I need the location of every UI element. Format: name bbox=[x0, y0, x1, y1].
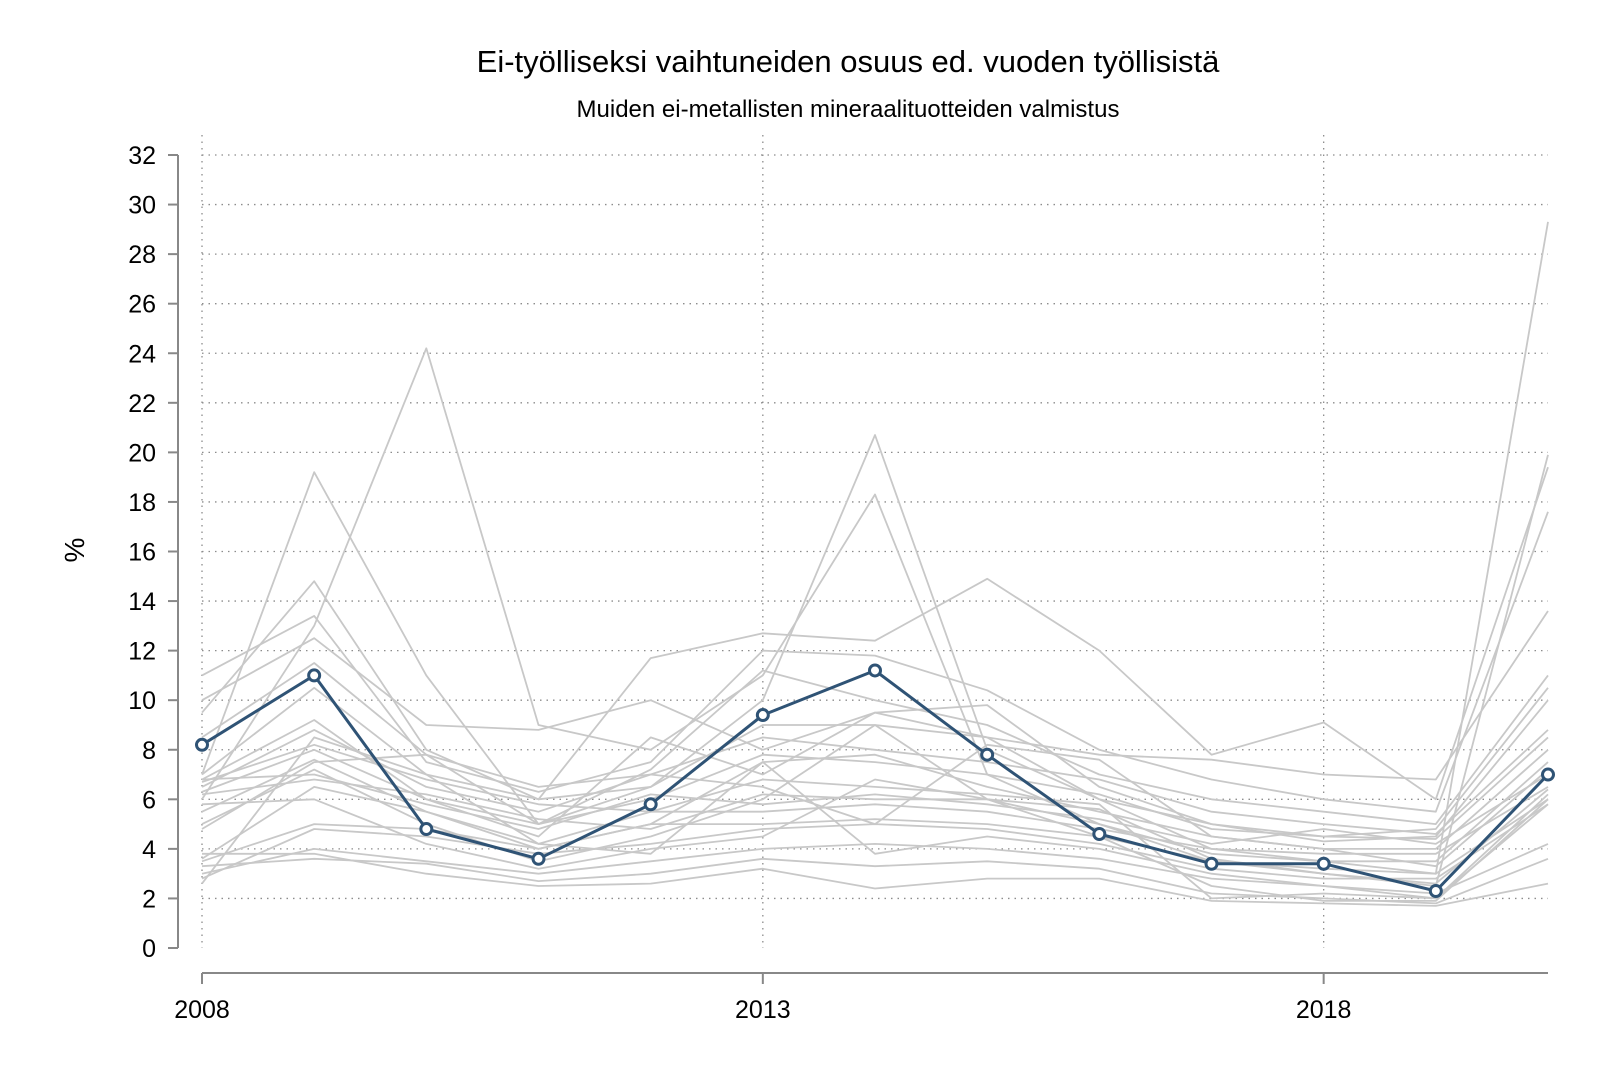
background-series-line bbox=[201, 736, 1549, 840]
highlight-point bbox=[1316, 856, 1331, 871]
y-axis-title: % bbox=[59, 538, 90, 563]
x-tick-label: 2008 bbox=[174, 996, 230, 1024]
background-series-line bbox=[201, 699, 1549, 843]
highlight-point bbox=[419, 822, 434, 837]
y-tick-label: 22 bbox=[128, 390, 156, 418]
chart-title: Ei-työlliseksi vaihtuneiden osuus ed. vu… bbox=[477, 44, 1220, 79]
highlight-point bbox=[531, 851, 546, 866]
highlight-markers bbox=[195, 663, 1555, 899]
highlight-point bbox=[1204, 856, 1219, 871]
highlight-point bbox=[307, 668, 322, 683]
y-tick-label: 4 bbox=[142, 836, 156, 864]
background-series-line bbox=[201, 773, 1549, 845]
y-tick-label: 0 bbox=[142, 935, 156, 963]
background-series-line bbox=[201, 778, 1549, 902]
chart-subtitle: Muiden ei-metallisten mineraalituotteide… bbox=[577, 96, 1120, 123]
highlight-point bbox=[195, 737, 209, 752]
y-tick-label: 12 bbox=[128, 638, 156, 666]
highlight-point bbox=[1428, 884, 1443, 899]
y-tick-label: 32 bbox=[128, 142, 156, 170]
background-series-line bbox=[201, 347, 1549, 887]
y-tick-label: 18 bbox=[128, 489, 156, 517]
background-series-line bbox=[201, 857, 1549, 905]
highlight-point bbox=[755, 708, 770, 723]
background-series-line bbox=[201, 778, 1549, 885]
background-series-line bbox=[201, 803, 1549, 880]
y-tick-label: 2 bbox=[142, 885, 156, 913]
y-tick-label: 20 bbox=[128, 439, 156, 467]
series-lines bbox=[201, 221, 1550, 907]
background-series-line bbox=[201, 511, 1549, 813]
y-tick-label: 6 bbox=[142, 786, 156, 814]
y-tick-label: 10 bbox=[128, 687, 156, 715]
background-series-line bbox=[201, 466, 1549, 801]
highlight-point bbox=[868, 663, 882, 678]
background-series-line bbox=[201, 786, 1549, 860]
background-series-line bbox=[201, 743, 1549, 900]
highlight-point bbox=[1092, 827, 1107, 842]
y-tick-label: 30 bbox=[128, 192, 156, 220]
background-series-line bbox=[202, 852, 1549, 907]
background-series-line bbox=[201, 843, 1549, 895]
highlight-point bbox=[643, 797, 658, 812]
background-series-line bbox=[201, 729, 1549, 835]
y-tick-label: 26 bbox=[128, 291, 156, 319]
y-tick-label: 14 bbox=[128, 588, 156, 616]
highlight-point bbox=[1541, 767, 1555, 782]
y-tick-label: 8 bbox=[142, 737, 156, 765]
highlight-point bbox=[980, 747, 995, 762]
background-series-line bbox=[201, 743, 1549, 868]
x-tick-label: 2018 bbox=[1296, 996, 1352, 1024]
y-tick-label: 16 bbox=[128, 539, 156, 567]
y-tick-label: 28 bbox=[128, 241, 156, 269]
y-tick-label: 24 bbox=[128, 340, 156, 368]
x-tick-label: 2013 bbox=[735, 996, 791, 1024]
